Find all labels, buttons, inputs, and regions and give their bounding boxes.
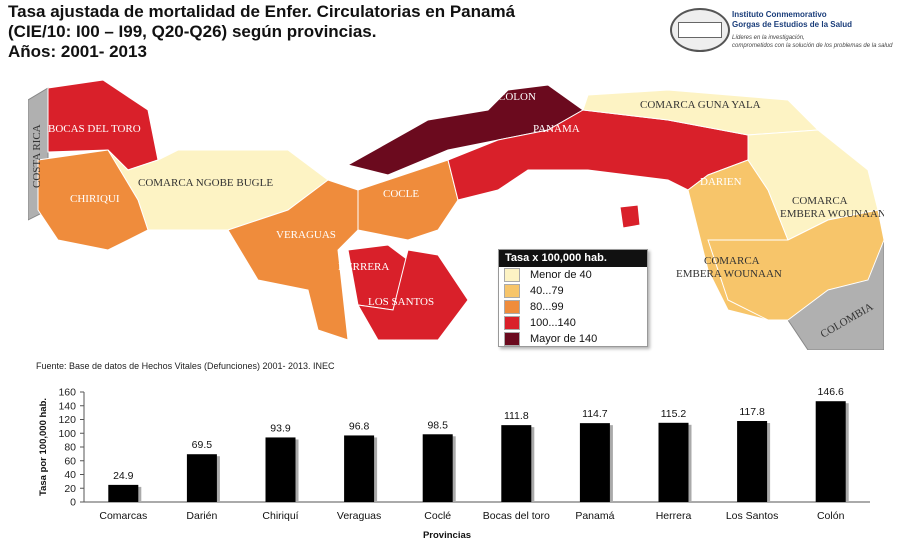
bar (737, 421, 768, 502)
y-tick-label: 40 (64, 469, 76, 481)
x-tick-label: Comarcas (99, 510, 147, 522)
y-tick-label: 60 (64, 455, 76, 467)
map-label-costa-rica: COSTA RICA (31, 124, 43, 188)
map-region-veraguas (227, 179, 359, 341)
x-tick-label: Chiriquí (262, 510, 298, 522)
legend-swatch (504, 332, 520, 346)
bar (265, 437, 296, 502)
bar-value-label: 117.8 (739, 406, 765, 418)
x-tick-label: Coclé (424, 510, 451, 522)
bar-value-label: 111.8 (504, 410, 529, 422)
x-tick-label: Colón (817, 510, 845, 522)
map-label-herrera: HERRERA (338, 261, 389, 273)
y-tick-label: 80 (64, 442, 76, 454)
y-tick-label: 100 (58, 428, 76, 440)
bar-value-label: 146.6 (818, 386, 844, 398)
map-label-embera-1: COMARCA EMBERA WOUNAAN (780, 195, 884, 220)
bar-value-label: 24.9 (113, 470, 134, 482)
x-tick-label: Herrera (656, 510, 692, 522)
map-label-veraguas: VERAGUAS (276, 229, 336, 241)
map-label-los-santos: LOS SANTOS (368, 296, 434, 308)
panama-map: BOCAS DEL TORO COMARCA NGOBE BUGLE CHIRI… (28, 80, 884, 350)
x-axis-title: Provincias (423, 530, 471, 541)
bar-value-label: 93.9 (270, 422, 291, 434)
map-label-guna-yala: COMARCA GUNA YALA (640, 99, 761, 111)
legend-title: Tasa x 100,000 hab. (499, 250, 647, 267)
bar (579, 423, 610, 502)
bar (815, 401, 846, 502)
legend-swatch (504, 300, 520, 314)
map-region-island (619, 204, 641, 229)
page-title: Tasa ajustada de mortalidad de Enfer. Ci… (8, 2, 515, 62)
bar-value-label: 114.7 (582, 408, 608, 420)
institute-tagline: Líderes en la investigación, comprometid… (732, 35, 893, 49)
map-label-colon: COLON (498, 91, 536, 103)
legend-swatch (504, 284, 520, 298)
y-tick-label: 160 (58, 387, 76, 399)
legend-item: 80...99 (499, 299, 647, 315)
y-tick-label: 0 (70, 497, 76, 509)
title-line-2: (CIE/10: I00 – I99, Q20-Q26) según provi… (8, 22, 377, 41)
bar (501, 425, 532, 502)
bar-value-label: 98.5 (427, 419, 448, 431)
map-label-cocle: COCLE (383, 188, 419, 200)
map-region-guna-yala (582, 89, 820, 136)
y-tick-label: 120 (58, 414, 76, 426)
x-tick-label: Bocas del toro (483, 510, 550, 522)
bar (344, 435, 375, 502)
map-label-bocas: BOCAS DEL TORO (48, 123, 141, 135)
title-line-3: Años: 2001- 2013 (8, 42, 147, 61)
map-region-los-santos (357, 249, 469, 341)
x-tick-label: Darién (186, 510, 217, 522)
x-tick-label: Los Santos (726, 510, 779, 522)
map-region-cocle (357, 159, 459, 241)
legend-item: Mayor de 140 (499, 331, 647, 347)
bar (422, 434, 453, 502)
bar-value-label: 96.8 (349, 420, 370, 432)
institute-seal-icon (670, 8, 730, 52)
legend-item: Menor de 40 (499, 267, 647, 283)
y-tick-label: 20 (64, 483, 76, 495)
bar (108, 484, 139, 502)
bar (186, 454, 217, 502)
institute-logo: Instituto Conmemorativo Gorgas de Estudi… (668, 6, 904, 52)
map-region-embera-2 (707, 209, 884, 321)
map-label-panama: PANAMA (533, 123, 580, 135)
legend-item: 100...140 (499, 315, 647, 331)
legend-swatch (504, 316, 520, 330)
map-legend: Tasa x 100,000 hab. Menor de 40 40...79 … (498, 249, 648, 347)
title-line-1: Tasa ajustada de mortalidad de Enfer. Ci… (8, 2, 516, 21)
bar (658, 422, 689, 502)
y-tick-label: 140 (58, 400, 76, 412)
x-tick-label: Veraguas (337, 510, 381, 522)
bar-value-label: 115.2 (661, 408, 687, 420)
legend-item: 40...79 (499, 283, 647, 299)
source-note: Fuente: Base de datos de Hechos Vitales … (36, 361, 335, 371)
y-axis-title: Tasa por 100,000 hab. (38, 398, 49, 496)
map-label-ngobe: COMARCA NGOBE BUGLE (138, 177, 273, 189)
bars: 24.9 Comarcas 69.5 Darién 93.9 Chiriquí 96.8 Ve… (99, 386, 849, 522)
institute-name: Instituto Conmemorativo Gorgas de Estudi… (732, 10, 853, 29)
map-region-chiriqui (37, 149, 149, 251)
map-label-chiriqui: CHIRIQUI (70, 193, 120, 205)
map-label-embera-2: COMARCA EMBERA WOUNAAN (676, 255, 782, 280)
legend-swatch (504, 268, 520, 282)
map-label-darien: DARIEN (700, 176, 742, 188)
bar-value-label: 69.5 (192, 439, 213, 451)
x-tick-label: Panamá (575, 510, 614, 522)
